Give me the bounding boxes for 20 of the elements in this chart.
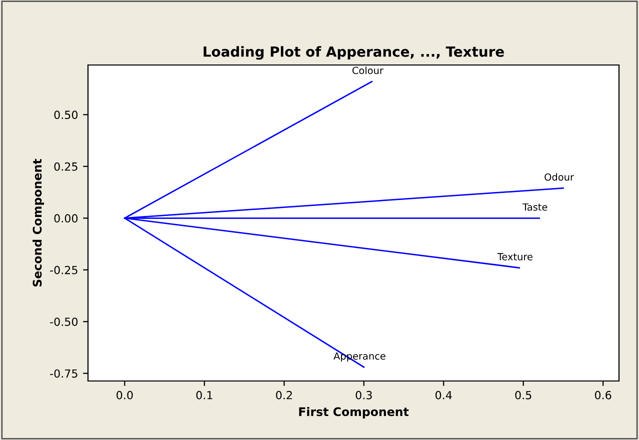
x-tick-label: 0.0: [116, 390, 133, 400]
y-tick-label: 0.00: [54, 214, 78, 223]
y-tick-label: 0.50: [54, 110, 78, 120]
x-axis-title: First Component: [299, 407, 409, 418]
x-tick-label: 0.3: [356, 390, 372, 400]
x-tick-label: 0.1: [196, 390, 212, 400]
y-tick-label: 0.25: [54, 162, 78, 171]
x-tick-label: 0.4: [435, 390, 452, 400]
x-tick-label: 0.5: [515, 390, 532, 400]
y-tick-label: -0.50: [50, 318, 78, 326]
y-axis-title: Second Component: [32, 158, 44, 286]
x-tick-label: 0.6: [594, 390, 612, 400]
series-label: Colour: [352, 66, 384, 74]
series-label: Texture: [497, 253, 532, 260]
chart-title: Loading Plot of Apperance, ..., Texture: [204, 46, 504, 60]
x-tick-label: 0.2: [276, 390, 292, 400]
y-tick-label: -0.75: [50, 369, 78, 378]
series-label: Odour: [544, 173, 574, 181]
y-tick-label: -0.25: [50, 266, 78, 274]
series-label: Taste: [522, 203, 548, 211]
